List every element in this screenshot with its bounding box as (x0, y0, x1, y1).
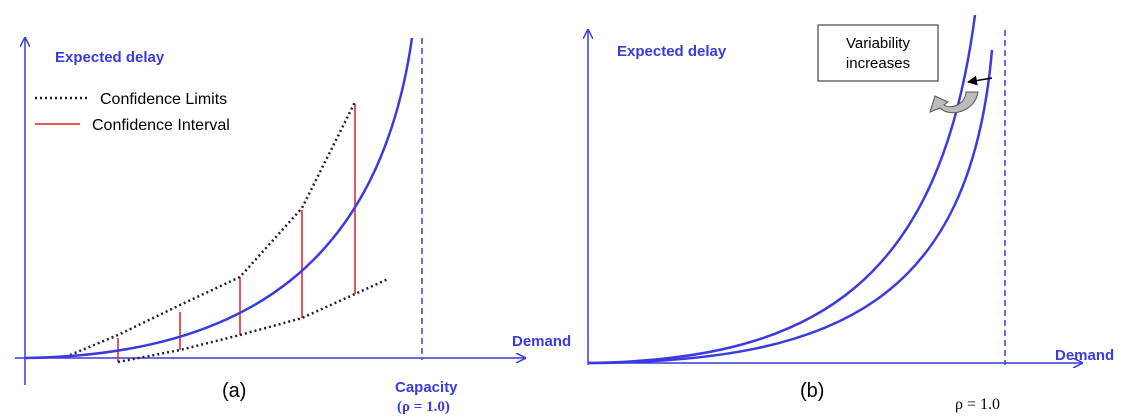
callout-arrow (967, 75, 993, 86)
legend-label: Confidence Limits (100, 91, 227, 108)
legend-label: Confidence Interval (92, 117, 230, 134)
y-axis-label: Expected delay (55, 49, 165, 66)
shift-icon (929, 91, 979, 114)
x-axis-label: Demand (512, 333, 571, 350)
delay-curve (587, 14, 977, 365)
delay-curve (24, 37, 414, 360)
callout-text: increases (846, 55, 910, 72)
callout-text: Variability (846, 35, 910, 52)
caption: (b) (800, 380, 824, 402)
x-axis-label: Demand (1055, 347, 1114, 364)
caption: (a) (222, 380, 246, 402)
delay-curve (587, 49, 994, 365)
y-axis-label: Expected delay (617, 43, 727, 60)
panel-a: Confidence Limits Confidence Interval Ex… (15, 38, 571, 415)
capacity-note: ρ = 1.0 (955, 396, 1000, 413)
capacity-label: Capacity (395, 379, 458, 396)
upper-limit (69, 101, 357, 357)
capacity-note: (ρ = 1.0) (397, 399, 450, 415)
confidence-intervals (117, 104, 356, 362)
callout-box (817, 24, 939, 82)
panel-b: Variability increases Expected delay Dem… (587, 14, 1114, 413)
lower-limit (117, 277, 389, 364)
